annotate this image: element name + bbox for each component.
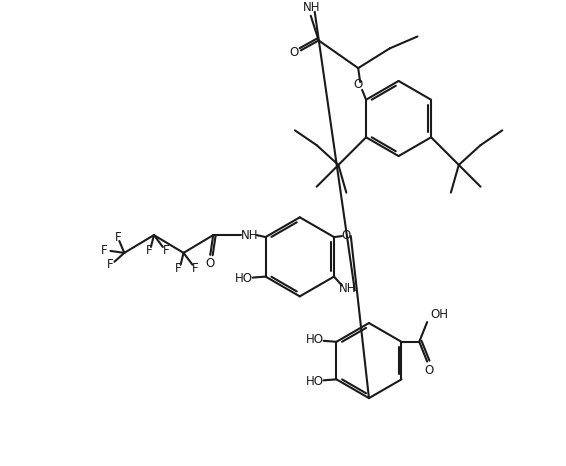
- Text: F: F: [162, 244, 169, 257]
- Text: HO: HO: [306, 333, 324, 346]
- Text: F: F: [101, 244, 108, 257]
- Text: F: F: [192, 262, 199, 275]
- Text: F: F: [115, 231, 122, 244]
- Text: O: O: [354, 78, 363, 91]
- Text: F: F: [145, 244, 152, 257]
- Text: O: O: [289, 46, 299, 59]
- Text: F: F: [107, 258, 114, 271]
- Text: HO: HO: [306, 375, 324, 388]
- Text: O: O: [424, 364, 434, 377]
- Text: OH: OH: [430, 308, 448, 321]
- Text: O: O: [341, 229, 350, 241]
- Text: O: O: [205, 257, 215, 270]
- Text: NH: NH: [303, 1, 320, 14]
- Text: HO: HO: [235, 272, 253, 285]
- Text: NH: NH: [241, 229, 259, 241]
- Text: NH: NH: [339, 282, 357, 295]
- Text: F: F: [175, 262, 182, 275]
